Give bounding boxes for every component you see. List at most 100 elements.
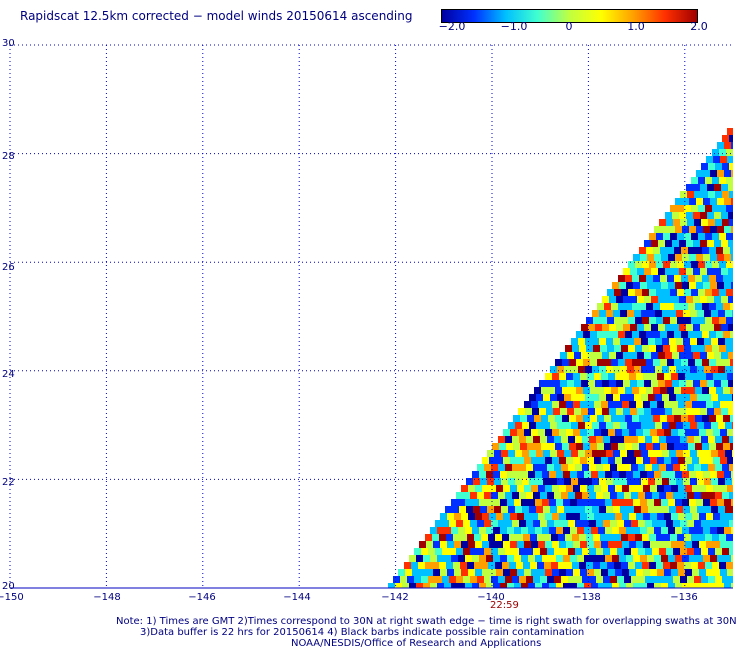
swath-cell: [596, 548, 603, 555]
swath-cell: [670, 205, 677, 212]
swath-cell: [678, 569, 685, 576]
swath-cell: [726, 317, 733, 324]
swath-cell: [549, 499, 556, 506]
swath-cell: [619, 471, 626, 478]
swath-cell: [510, 485, 517, 492]
swath-cell: [711, 338, 718, 345]
swath-cell: [445, 506, 452, 513]
swath-cell: [544, 534, 551, 541]
swath-cell: [545, 373, 552, 380]
swath-cell: [531, 569, 538, 576]
swath-cell: [670, 317, 677, 324]
swath-cell: [564, 478, 571, 485]
swath-cell: [475, 513, 482, 520]
swath-cell: [662, 366, 669, 373]
swath-cell: [678, 485, 685, 492]
swath-cell: [698, 205, 705, 212]
swath-cell: [685, 485, 692, 492]
swath-cell: [599, 366, 606, 373]
swath-cell: [652, 492, 659, 499]
swath-cell: [605, 499, 612, 506]
swath-cell: [639, 247, 646, 254]
swath-cell: [704, 506, 711, 513]
swath-cell: [625, 387, 632, 394]
swath-cell: [657, 569, 664, 576]
swath-cell: [487, 478, 494, 485]
swath-cell: [578, 366, 585, 373]
swath-cell: [628, 317, 635, 324]
swath-cell: [540, 576, 547, 583]
swath-cell: [521, 555, 528, 562]
swath-cell: [623, 408, 630, 415]
swath-cell: [575, 520, 582, 527]
swath-cell: [510, 541, 517, 548]
swath-cell: [613, 394, 620, 401]
swath-cell: [587, 457, 594, 464]
swath-cell: [583, 443, 590, 450]
swath-cell: [496, 541, 503, 548]
note-line-2: 3)Data buffer is 22 hrs for 20150614 4) …: [140, 627, 585, 638]
swath-cell: [514, 583, 521, 588]
swath-cell: [498, 436, 505, 443]
swath-cell: [580, 485, 587, 492]
swath-cell: [514, 555, 521, 562]
swath-cell: [713, 373, 720, 380]
swath-cell: [726, 205, 733, 212]
swath-cell: [679, 240, 686, 247]
swath-cell: [561, 576, 568, 583]
swath-cell: [683, 338, 690, 345]
swath-cell: [439, 562, 446, 569]
swath-cell: [703, 527, 710, 534]
swath-cell: [611, 331, 618, 338]
swath-cell: [559, 373, 566, 380]
swath-cell: [671, 513, 678, 520]
swath-cell: [557, 478, 564, 485]
swath-cell: [575, 576, 582, 583]
swath-cell: [712, 177, 719, 184]
swath-cell: [717, 583, 724, 588]
swath-cell: [559, 457, 566, 464]
swath-cell: [577, 499, 584, 506]
swath-cell: [714, 184, 721, 191]
swath-cell: [640, 254, 647, 261]
swath-cell: [687, 576, 694, 583]
swath-cell: [481, 562, 488, 569]
swath-cell: [614, 289, 621, 296]
swath-cell: [720, 513, 727, 520]
swath-cell: [402, 583, 409, 588]
swath-cell: [660, 303, 667, 310]
swath-cell: [440, 569, 447, 576]
swath-cell: [646, 247, 653, 254]
swath-cell: [626, 583, 633, 588]
swath-cell: [603, 520, 610, 527]
swath-cell: [595, 324, 602, 331]
swath-cell: [615, 457, 622, 464]
swath-cell: [514, 471, 521, 478]
swath-cell: [561, 436, 568, 443]
swath-cell: [670, 261, 677, 268]
swath-cell: [531, 457, 538, 464]
swath-cell: [587, 429, 594, 436]
swath-cell: [722, 191, 729, 198]
swath-cell: [543, 506, 550, 513]
swath-cell: [606, 366, 613, 373]
swath-cell: [507, 555, 514, 562]
swath-cell: [732, 450, 733, 457]
swath-cell: [684, 289, 691, 296]
swath-cell: [644, 268, 651, 275]
swath-cell: [446, 534, 453, 541]
swath-cell: [716, 387, 723, 394]
swath-cell: [663, 261, 670, 268]
swath-cell: [489, 513, 496, 520]
swath-cell: [721, 268, 728, 275]
swath-cell: [713, 513, 720, 520]
swath-cell: [650, 541, 657, 548]
swath-cell: [654, 254, 661, 261]
swath-cell: [597, 303, 604, 310]
swath-cell: [617, 436, 624, 443]
swath-cell: [643, 457, 650, 464]
swath-cell: [601, 569, 608, 576]
swath-cell: [658, 352, 665, 359]
swath-cell: [421, 548, 428, 555]
swath-cell: [720, 156, 727, 163]
